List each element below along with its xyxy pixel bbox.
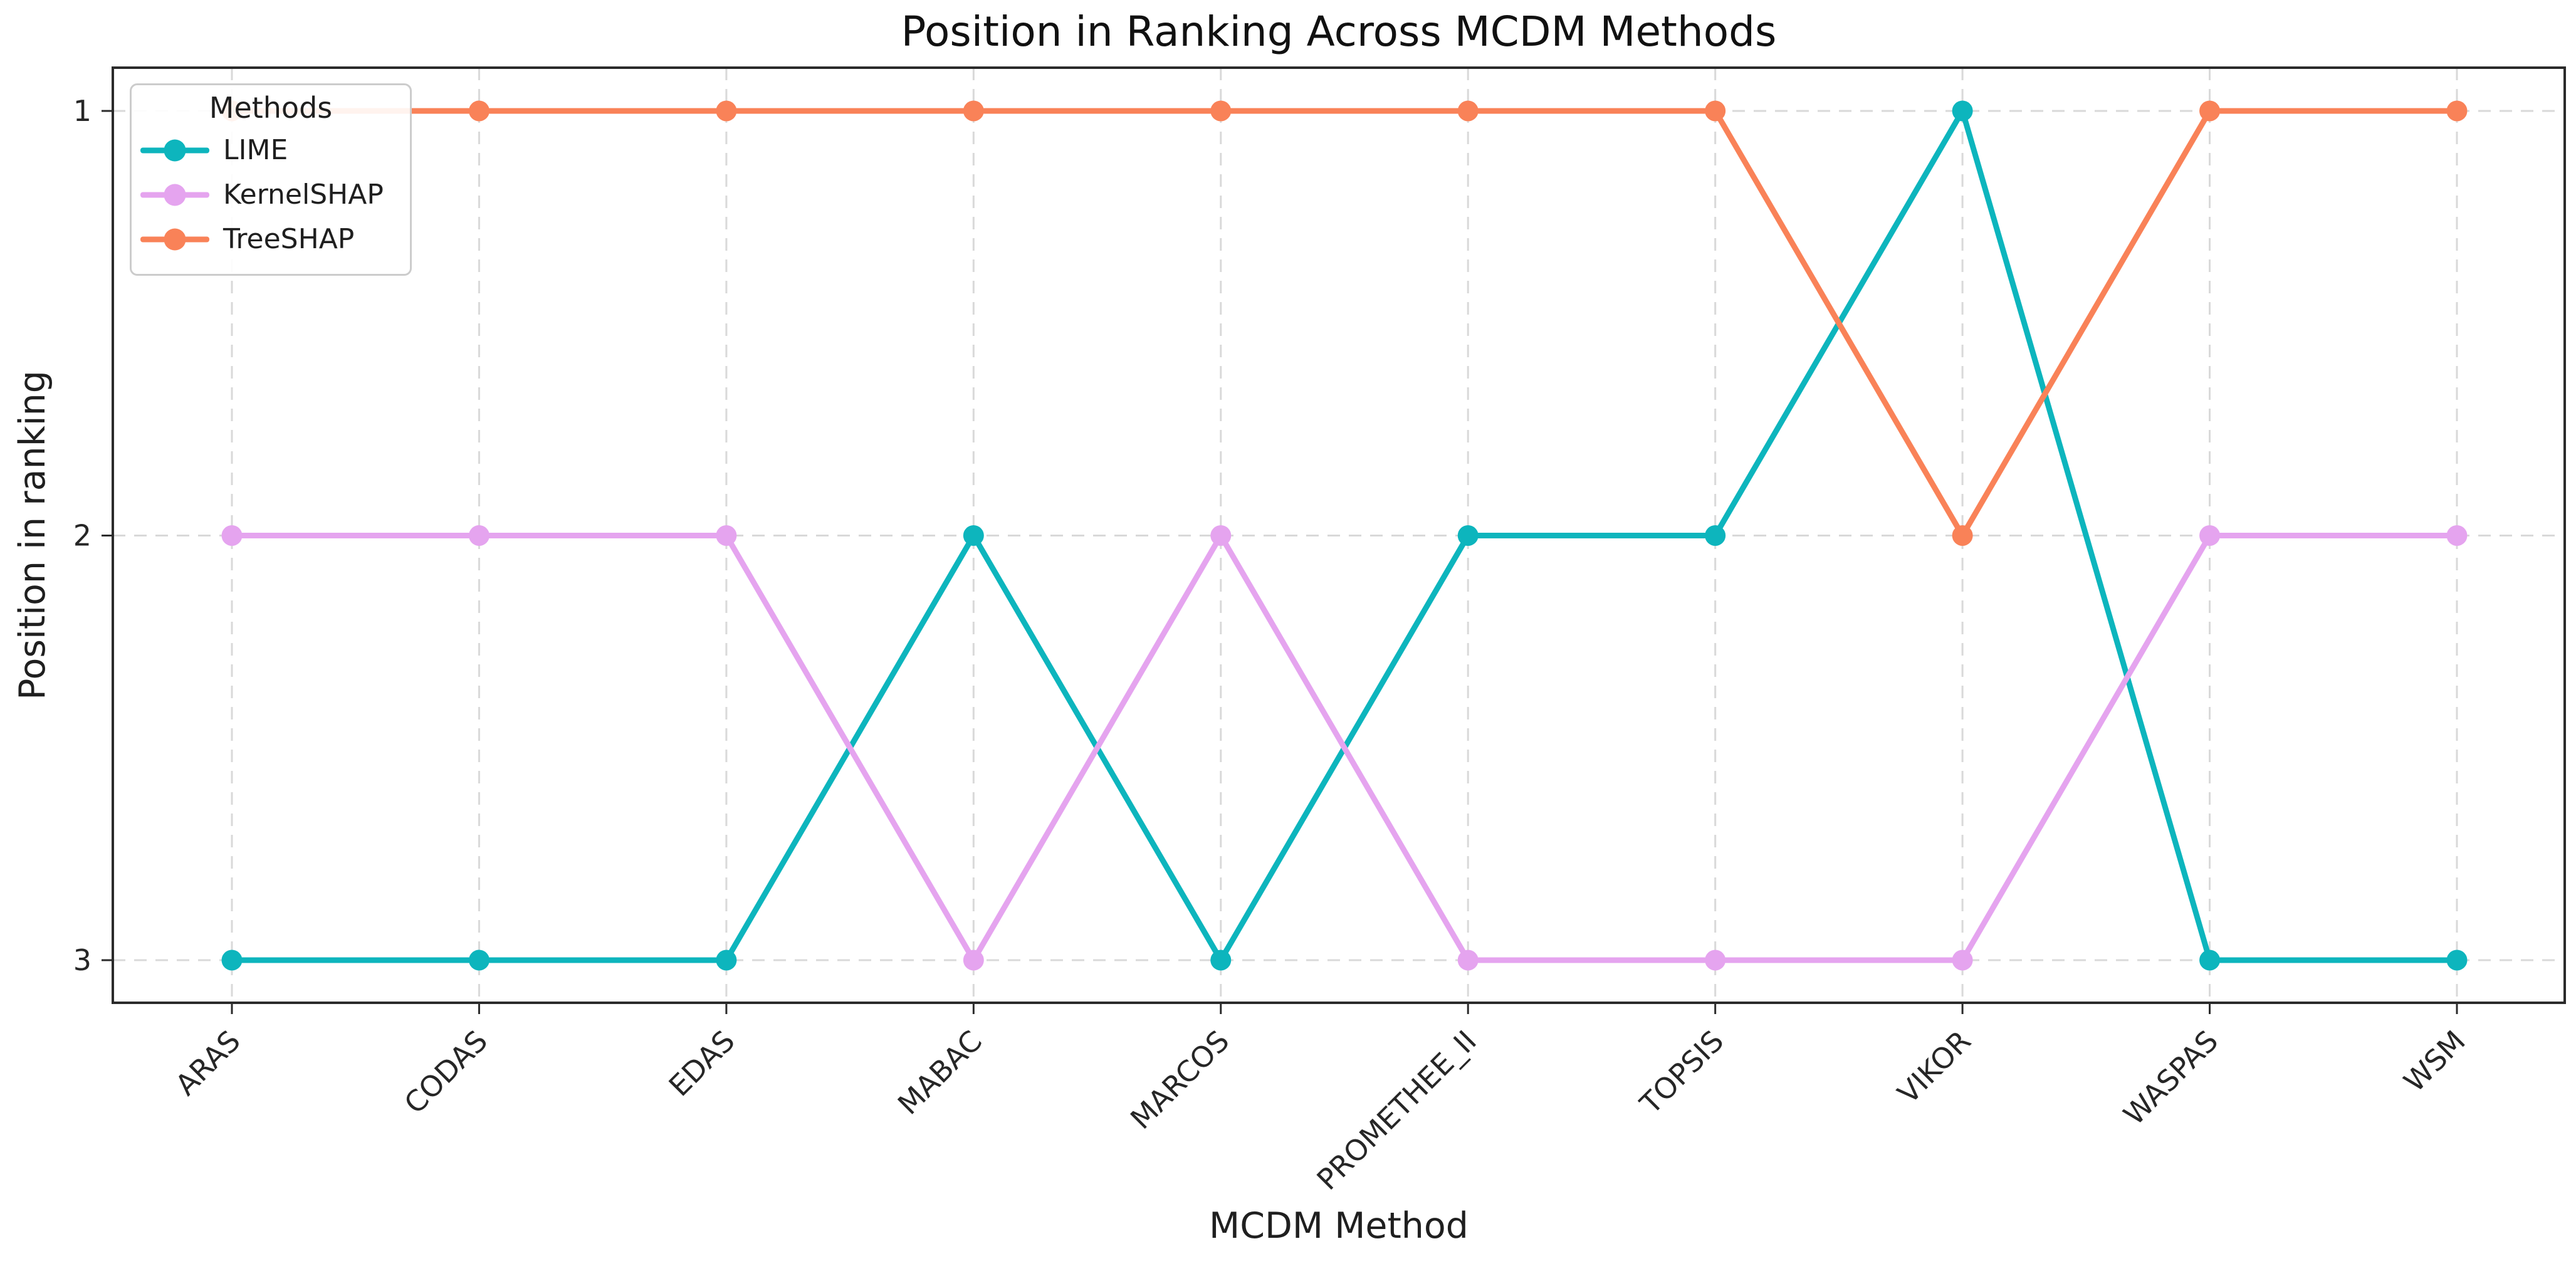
data-point-LIME: [963, 525, 984, 546]
legend-item-lime: LIME: [132, 128, 410, 172]
data-point-KernelSHAP: [1457, 950, 1479, 971]
legend-title: Methods: [209, 91, 333, 125]
data-point-TreeSHAP: [963, 100, 984, 122]
series-line-KernelSHAP: [232, 533, 2457, 963]
x-tick-label: EDAS: [662, 1024, 741, 1103]
data-point-LIME: [2199, 950, 2221, 971]
legend-label: LIME: [223, 134, 288, 166]
x-tick-label: WSM: [2397, 1024, 2472, 1099]
data-point-LIME: [1952, 100, 1973, 122]
chart-title: Position in Ranking Across MCDM Methods: [901, 8, 1777, 56]
data-point-TreeSHAP: [1705, 100, 1726, 122]
data-point-LIME: [221, 950, 243, 971]
y-tick-label: 3: [73, 943, 92, 977]
x-tick-label: CODAS: [397, 1024, 494, 1121]
data-point-LIME: [2446, 950, 2468, 971]
data-point-LIME: [716, 950, 737, 971]
legend-item-kernelshap: KernelSHAP: [132, 172, 410, 217]
data-point-TreeSHAP: [468, 100, 490, 122]
kernelshap-line-marker-swatch: [140, 183, 209, 207]
data-point-TreeSHAP: [1210, 100, 1232, 122]
y-tick-label: 1: [73, 94, 92, 128]
y-tick-label: 2: [73, 519, 92, 553]
x-tick-label: MABAC: [891, 1024, 988, 1121]
x-tick-label: PROMETHEE_II: [1310, 1024, 1483, 1197]
y-axis-label: Position in ranking: [12, 370, 53, 700]
x-tick-label: VIKOR: [1891, 1024, 1977, 1111]
series-group: [221, 100, 2468, 971]
treeshap-line-marker-swatch: [140, 228, 209, 251]
data-point-LIME: [1457, 525, 1479, 546]
data-point-TreeSHAP: [1457, 100, 1479, 122]
lime-line-marker-swatch: [140, 139, 209, 162]
data-point-LIME: [1210, 950, 1232, 971]
data-point-KernelSHAP: [1210, 525, 1232, 546]
x-axis-label: MCDM Method: [1209, 1205, 1469, 1247]
data-point-KernelSHAP: [963, 950, 984, 971]
legend-label: TreeSHAP: [223, 223, 355, 255]
x-tick-label: TOPSIS: [1633, 1024, 1730, 1121]
data-point-TreeSHAP: [2446, 100, 2468, 122]
tick-labels-group: 1 2 3 ARAS CODAS EDAS MABAC MARCOS PROMETHEE_II T…: [73, 94, 2472, 1196]
x-tick-label: WASPAS: [2117, 1024, 2224, 1132]
data-point-LIME: [1705, 525, 1726, 546]
legend: Methods LIME KernelSHAP TreeSHAP: [130, 83, 412, 276]
data-point-LIME: [468, 950, 490, 971]
legend-label: KernelSHAP: [223, 179, 384, 211]
legend-item-treeshap: TreeSHAP: [132, 217, 410, 261]
data-point-KernelSHAP: [221, 525, 243, 546]
data-point-KernelSHAP: [716, 525, 737, 546]
data-point-KernelSHAP: [2199, 525, 2221, 546]
axes-group: [102, 66, 2566, 1014]
data-point-KernelSHAP: [1705, 950, 1726, 971]
data-point-TreeSHAP: [1952, 525, 1973, 546]
data-point-TreeSHAP: [716, 100, 737, 122]
data-point-KernelSHAP: [1952, 950, 1973, 971]
data-point-TreeSHAP: [2199, 100, 2221, 122]
series-line-TreeSHAP: [232, 108, 2457, 538]
data-point-KernelSHAP: [2446, 525, 2468, 546]
x-tick-label: MARCOS: [1124, 1024, 1235, 1136]
data-point-KernelSHAP: [468, 525, 490, 546]
x-tick-label: ARAS: [169, 1024, 247, 1102]
